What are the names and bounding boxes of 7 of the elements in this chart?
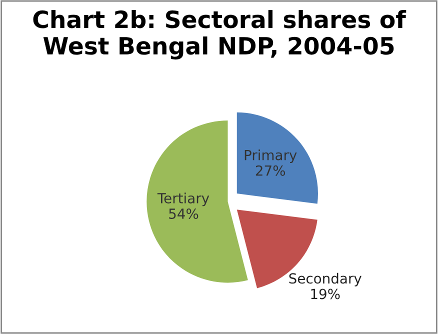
slice-label: Tertiary: [157, 192, 210, 206]
data-label: 54%: [169, 208, 198, 219]
data-label: 27%: [256, 165, 286, 176]
data-label: 19%: [311, 288, 340, 300]
chart-title: Chart 2b: Sectoral shares of West Bengal NDP, 2004-05: [33, 10, 406, 60]
slice-label: Primary: [244, 150, 297, 163]
slice-label: Secondary: [289, 272, 362, 286]
